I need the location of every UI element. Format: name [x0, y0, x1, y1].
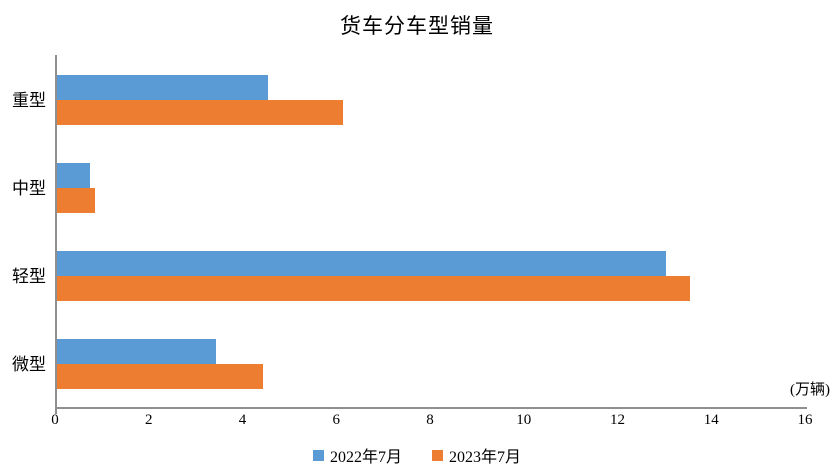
category-label-1: 中型 [12, 179, 46, 198]
category-label-0: 重型 [12, 91, 46, 110]
legend-swatch-2023 [432, 449, 443, 461]
bar-series1-cat3 [57, 364, 264, 389]
axis-zero-tick [55, 409, 57, 414]
category-label-2: 轻型 [12, 267, 46, 286]
legend-label-2023: 2023年7月 [449, 449, 522, 466]
x-tick-label-0: 0 [51, 412, 59, 428]
bar-series1-cat1 [57, 188, 95, 213]
legend-label-2022: 2022年7月 [329, 449, 402, 466]
bar-series0-cat2 [57, 251, 667, 276]
x-tick-label-2: 4 [238, 412, 247, 428]
x-tick-label-8: 16 [797, 412, 813, 428]
x-tick-label-7: 14 [703, 412, 719, 428]
plot-area [55, 55, 807, 414]
bar-series1-cat0 [57, 100, 343, 125]
legend: 2022年7月 2023年7月 [0, 443, 834, 467]
x-tick-label-5: 10 [516, 412, 532, 428]
bar-series0-cat0 [57, 75, 268, 100]
bar-series1-cat2 [57, 276, 690, 301]
x-tick-label-1: 2 [145, 412, 153, 428]
legend-swatch-2022 [312, 449, 324, 461]
x-tick-label-6: 12 [610, 412, 625, 428]
bar-series0-cat3 [57, 339, 217, 364]
axis-unit-label: (万辆) [790, 382, 830, 398]
x-tick-label-3: 6 [332, 412, 341, 428]
chart-title: 货车分车型销量 [340, 14, 494, 38]
category-label-3: 微型 [12, 355, 46, 374]
bar-series0-cat1 [57, 163, 90, 188]
legend-item-2023: 2023年7月 [432, 443, 521, 467]
x-tick-label-4: 8 [426, 412, 434, 428]
legend-item-2022: 2022年7月 [312, 443, 402, 467]
